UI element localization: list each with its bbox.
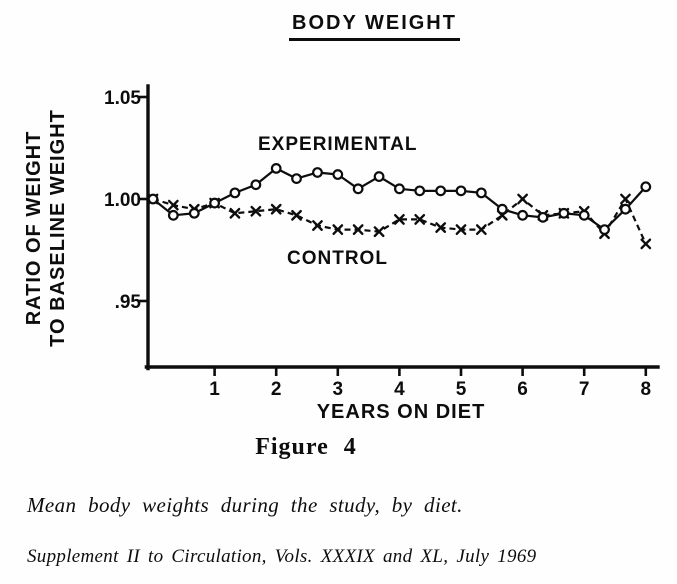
experimental-point	[188, 207, 200, 219]
control-series-label: CONTROL	[287, 248, 388, 269]
experimental-series-label: EXPERIMENTAL	[258, 134, 417, 155]
experimental-point	[332, 169, 344, 180]
x-tick-label: 3	[333, 379, 344, 400]
control-point	[414, 213, 426, 225]
x-tick-label: 2	[271, 379, 282, 400]
experimental-point	[475, 187, 487, 199]
experimental-point	[640, 181, 652, 193]
experimental-point	[147, 193, 159, 205]
experimental-point	[578, 209, 590, 221]
control-point	[435, 222, 447, 233]
y-axis-title-line2: TO BASELINE WEIGHT	[47, 109, 69, 347]
experimental-point	[496, 203, 508, 215]
experimental-point	[599, 224, 610, 236]
x-tick-label: 5	[456, 379, 467, 400]
experimental-point	[620, 203, 631, 215]
experimental-point	[270, 162, 282, 174]
experimental-point	[537, 211, 549, 223]
control-point	[640, 238, 652, 250]
experimental-point	[435, 185, 447, 197]
control-point	[229, 207, 241, 219]
control-point	[373, 226, 385, 238]
source-citation: Supplement II to Circulation, Vols. XXXI…	[27, 546, 537, 567]
y-axis-title-line1: RATIO OF WEIGHT	[23, 131, 45, 326]
series-layer	[147, 162, 652, 250]
figure-number-label: Figure 4	[255, 434, 357, 460]
control-point	[291, 209, 302, 221]
control-point	[270, 203, 282, 215]
control-point	[250, 205, 262, 217]
experimental-point	[352, 183, 364, 195]
experimental-point	[250, 179, 262, 191]
experimental-point	[373, 171, 385, 182]
control-point	[394, 213, 405, 225]
x-tick-label: 1	[209, 379, 220, 400]
x-tick-label: 8	[641, 379, 652, 400]
experimental-point	[312, 167, 323, 178]
y-tick-label: 1.05	[104, 88, 141, 109]
experimental-point	[167, 209, 179, 221]
y-tick-label: 1.00	[104, 190, 141, 211]
experimental-point	[229, 187, 241, 199]
x-tick-label: 7	[579, 379, 590, 400]
experimental-point	[291, 173, 302, 185]
control-point	[352, 224, 364, 236]
x-axis-title: YEARS ON DIET	[317, 401, 486, 423]
chart-title: BODY WEIGHT	[289, 12, 460, 41]
experimental-point	[558, 207, 570, 219]
control-point	[517, 193, 528, 205]
x-tick-label: 4	[394, 379, 405, 400]
control-point	[455, 224, 467, 236]
experimental-point	[394, 183, 405, 195]
control-line	[152, 197, 647, 245]
axes-layer: 1.05 1.00 .95 1 2 3 4 5 6 7 8	[104, 84, 660, 400]
figure-caption: Mean body weights during the study, by d…	[27, 493, 463, 517]
control-point	[332, 224, 344, 236]
experimental-point	[209, 197, 221, 209]
y-tick-label: .95	[115, 292, 142, 313]
x-tick-label: 6	[517, 379, 528, 400]
experimental-point	[414, 185, 426, 197]
experimental-point	[455, 185, 467, 197]
control-point	[167, 199, 179, 211]
control-point	[620, 193, 631, 205]
control-point	[475, 224, 487, 236]
experimental-point	[517, 209, 528, 221]
control-point	[312, 220, 323, 231]
